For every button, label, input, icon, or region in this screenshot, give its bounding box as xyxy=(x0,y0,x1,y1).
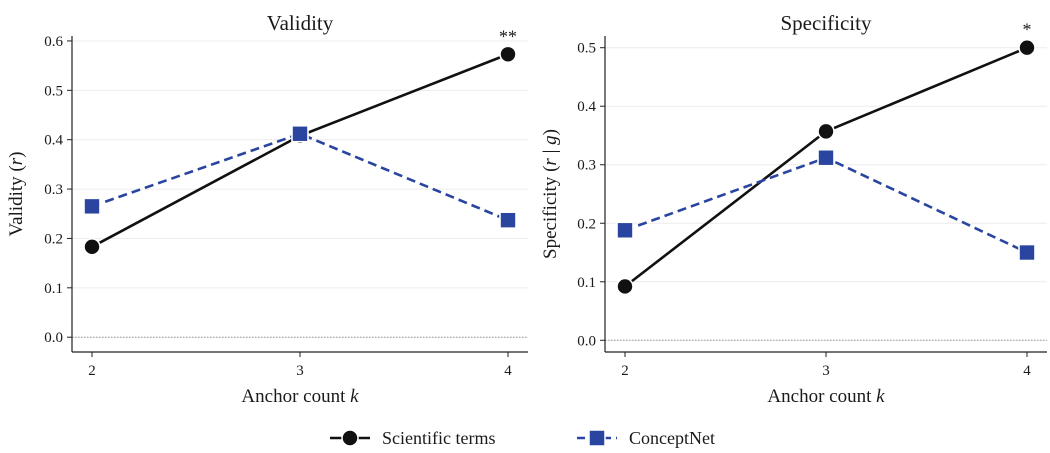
point-scientific xyxy=(817,122,835,141)
y-tick-label: 0.0 xyxy=(44,330,63,346)
legend-marker-scientific xyxy=(341,429,359,447)
x-axis-title: Anchor count k xyxy=(241,386,359,407)
point-conceptnet xyxy=(616,221,634,240)
y-tick-label: 0.5 xyxy=(577,41,596,57)
y-axis-title-text: Validity ( xyxy=(6,165,27,236)
x-axis-title-var: k xyxy=(876,386,885,407)
y-tick-label: 0.2 xyxy=(577,216,596,232)
y-tick-label: 0.3 xyxy=(44,182,63,198)
y-tick-label: 0.5 xyxy=(44,83,63,99)
panel-title: Validity xyxy=(267,11,334,35)
legend-label-scientific: Scientific terms xyxy=(382,428,495,448)
y-axis-title: Specificity (r | g) xyxy=(540,129,561,259)
y-tick-label: 0.4 xyxy=(577,99,596,115)
chart-panel-1: 0.0 0.1 0.2 0.3 0.4 0.5 0.6 2 3 4 Validity Anchor c… xyxy=(6,11,528,407)
y-axis-title-var: r xyxy=(540,158,561,166)
y-axis-title-var: r xyxy=(6,157,27,165)
panel-title: Specificity xyxy=(781,11,872,35)
y-axis-title: Validity (r) xyxy=(6,152,27,237)
legend-label-conceptnet: ConceptNet xyxy=(629,428,715,448)
x-axis-title: Anchor count k xyxy=(767,386,885,407)
point-conceptnet xyxy=(817,148,835,167)
y-tick-label: 0.6 xyxy=(44,34,63,50)
chart-panel-2: 0.0 0.1 0.2 0.3 0.4 0.5 2 3 4 Specificity Anchor c… xyxy=(540,11,1047,407)
significance-annotation: ** xyxy=(499,26,517,46)
y-axis-title-var2: g xyxy=(540,135,561,145)
point-scientific xyxy=(83,238,101,256)
y-tick-label: 0.2 xyxy=(44,231,63,247)
x-axis-title-var: k xyxy=(350,386,359,407)
y-axis-title-close: ) xyxy=(6,152,27,158)
x-tick-label: 4 xyxy=(504,363,512,379)
y-tick-label: 0.1 xyxy=(577,275,596,291)
point-conceptnet xyxy=(1018,243,1036,262)
y-axis-title-sep: | xyxy=(540,145,561,158)
point-scientific xyxy=(616,277,634,296)
series-line-scientific xyxy=(624,46,1028,288)
y-tick-label: 0.3 xyxy=(577,158,596,174)
x-tick-label: 4 xyxy=(1023,363,1031,379)
point-scientific xyxy=(1018,38,1036,57)
x-tick-label: 2 xyxy=(88,363,96,379)
significance-annotation: * xyxy=(1023,20,1032,40)
y-axis-title-text: Specificity ( xyxy=(540,166,561,259)
series-line-scientific xyxy=(91,53,509,248)
point-scientific xyxy=(499,45,517,64)
x-tick-label: 3 xyxy=(822,363,830,379)
point-conceptnet xyxy=(83,197,101,216)
x-axis-title-text: Anchor count xyxy=(767,386,876,407)
x-axis-title-text: Anchor count xyxy=(241,386,350,407)
y-tick-label: 0.4 xyxy=(44,133,63,149)
legend: Scientific terms ConceptNet xyxy=(330,428,715,448)
series-line-conceptnet xyxy=(91,132,509,222)
point-conceptnet xyxy=(291,124,309,143)
x-tick-label: 3 xyxy=(296,363,304,379)
x-tick-label: 2 xyxy=(621,363,629,379)
y-tick-label: 0.1 xyxy=(44,281,63,297)
y-axis-title-close: ) xyxy=(540,129,561,135)
legend-marker-conceptnet xyxy=(588,429,606,447)
y-tick-label: 0.0 xyxy=(577,333,596,349)
point-conceptnet xyxy=(499,211,517,229)
